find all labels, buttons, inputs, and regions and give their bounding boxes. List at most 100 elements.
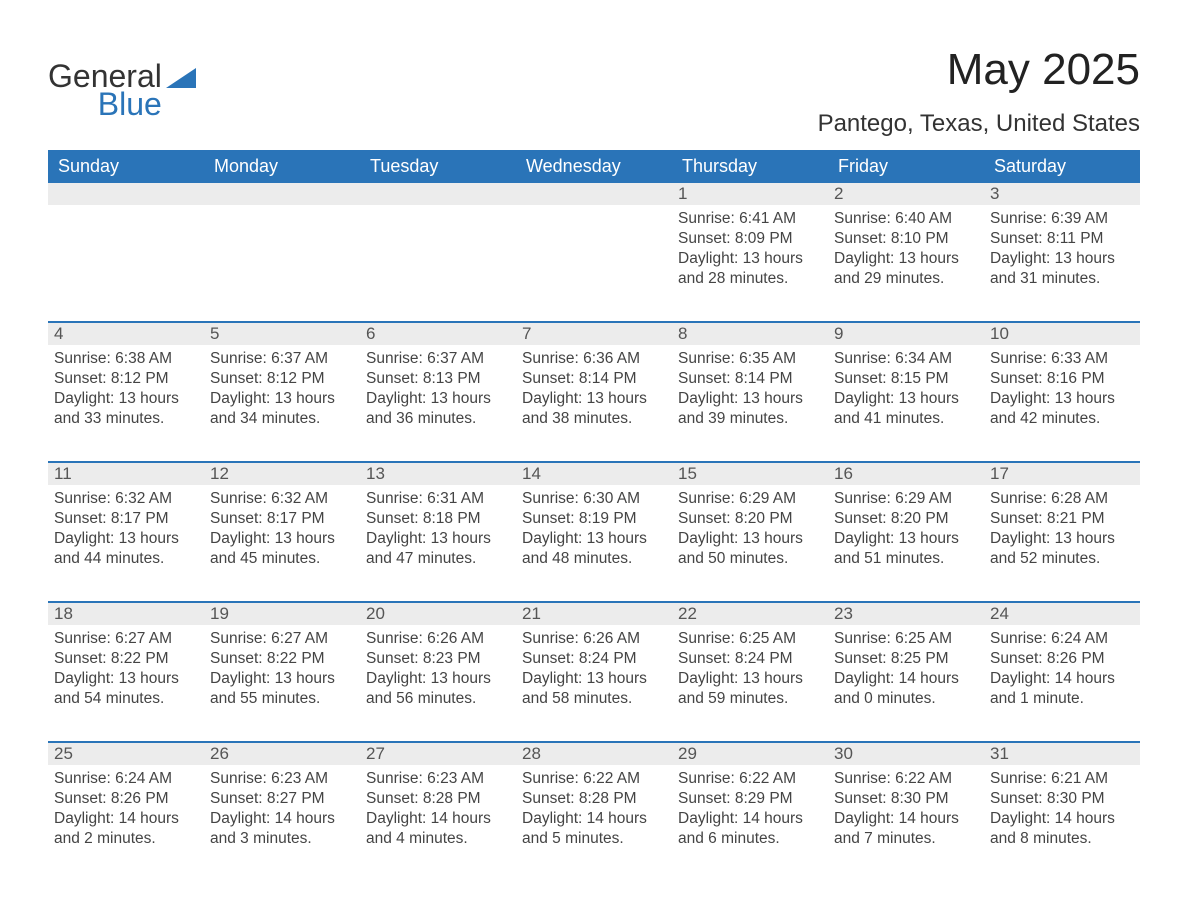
sunrise-text: Sunrise: 6:30 AM: [522, 489, 666, 509]
daylight-text: Daylight: 13 hours and 36 minutes.: [366, 389, 510, 429]
day-cell: 27Sunrise: 6:23 AMSunset: 8:28 PMDayligh…: [360, 743, 516, 863]
day-content: Sunrise: 6:25 AMSunset: 8:24 PMDaylight:…: [678, 629, 822, 710]
day-cell: 14Sunrise: 6:30 AMSunset: 8:19 PMDayligh…: [516, 463, 672, 583]
sunrise-text: Sunrise: 6:40 AM: [834, 209, 978, 229]
day-number: 22: [672, 603, 828, 625]
sunrise-text: Sunrise: 6:37 AM: [210, 349, 354, 369]
day-cell: 1Sunrise: 6:41 AMSunset: 8:09 PMDaylight…: [672, 183, 828, 303]
day-number: 30: [828, 743, 984, 765]
day-content: Sunrise: 6:32 AMSunset: 8:17 PMDaylight:…: [210, 489, 354, 570]
day-cell: 23 Sunrise: 6:25 AMSunset: 8:25 PMDayligh…: [828, 603, 984, 723]
day-number: 26: [204, 743, 360, 765]
week-row: 1Sunrise: 6:41 AMSunset: 8:09 PMDaylight…: [48, 183, 1140, 303]
weekday-header: Monday: [204, 150, 360, 183]
day-cell: 19Sunrise: 6:27 AMSunset: 8:22 PMDayligh…: [204, 603, 360, 723]
day-cell: 13Sunrise: 6:31 AMSunset: 8:18 PMDayligh…: [360, 463, 516, 583]
day-number: 25: [48, 743, 204, 765]
daylight-text: Daylight: 13 hours and 39 minutes.: [678, 389, 822, 429]
day-number: 28: [516, 743, 672, 765]
day-content: Sunrise: 6:31 AMSunset: 8:18 PMDaylight:…: [366, 489, 510, 570]
logo-triangle-icon: [166, 66, 196, 93]
day-content: Sunrise: 6:25 AMSunset: 8:25 PMDaylight:…: [834, 629, 978, 710]
day-content: Sunrise: 6:35 AMSunset: 8:14 PMDaylight:…: [678, 349, 822, 430]
day-cell: 8Sunrise: 6:35 AMSunset: 8:14 PMDaylight…: [672, 323, 828, 443]
daylight-text: Daylight: 13 hours and 51 minutes.: [834, 529, 978, 569]
weekday-header: Thursday: [672, 150, 828, 183]
day-number: 31: [984, 743, 1140, 765]
daylight-text: Daylight: 13 hours and 50 minutes.: [678, 529, 822, 569]
day-number: [516, 183, 672, 205]
month-title: May 2025: [818, 48, 1140, 92]
day-cell: 31 Sunrise: 6:21 AMSunset: 8:30 PMDayligh…: [984, 743, 1140, 863]
sunrise-text: Sunrise: 6:22 AM: [834, 769, 978, 789]
sunset-text: Sunset: 8:29 PM: [678, 789, 822, 809]
day-content: Sunrise: 6:22 AMSunset: 8:30 PMDaylight:…: [834, 769, 978, 850]
day-cell: 29 Sunrise: 6:22 AMSunset: 8:29 PMDayligh…: [672, 743, 828, 863]
daylight-text: Daylight: 14 hours and 4 minutes.: [366, 809, 510, 849]
day-cell: 10Sunrise: 6:33 AMSunset: 8:16 PMDayligh…: [984, 323, 1140, 443]
day-cell: 2Sunrise: 6:40 AMSunset: 8:10 PMDaylight…: [828, 183, 984, 303]
day-number: 16: [828, 463, 984, 485]
weeks-container: 1Sunrise: 6:41 AMSunset: 8:09 PMDaylight…: [48, 183, 1140, 863]
calendar: SundayMondayTuesdayWednesdayThursdayFrid…: [48, 150, 1140, 863]
day-content: Sunrise: 6:22 AMSunset: 8:29 PMDaylight:…: [678, 769, 822, 850]
day-cell: 11Sunrise: 6:32 AMSunset: 8:17 PMDayligh…: [48, 463, 204, 583]
day-number: 29: [672, 743, 828, 765]
day-content: Sunrise: 6:29 AMSunset: 8:20 PMDaylight:…: [678, 489, 822, 570]
day-content: Sunrise: 6:32 AMSunset: 8:17 PMDaylight:…: [54, 489, 198, 570]
day-number: 7: [516, 323, 672, 345]
sunrise-text: Sunrise: 6:39 AM: [990, 209, 1134, 229]
sunset-text: Sunset: 8:20 PM: [834, 509, 978, 529]
day-number: [204, 183, 360, 205]
location: Pantego, Texas, United States: [818, 110, 1140, 138]
sunrise-text: Sunrise: 6:21 AM: [990, 769, 1134, 789]
sunset-text: Sunset: 8:16 PM: [990, 369, 1134, 389]
sunset-text: Sunset: 8:24 PM: [678, 649, 822, 669]
day-number: 23: [828, 603, 984, 625]
day-number: 15: [672, 463, 828, 485]
weekday-header-row: SundayMondayTuesdayWednesdayThursdayFrid…: [48, 150, 1140, 183]
day-number: 6: [360, 323, 516, 345]
day-content: Sunrise: 6:24 AMSunset: 8:26 PMDaylight:…: [990, 629, 1134, 710]
day-content: Sunrise: 6:21 AMSunset: 8:30 PMDaylight:…: [990, 769, 1134, 850]
sunset-text: Sunset: 8:25 PM: [834, 649, 978, 669]
daylight-text: Daylight: 13 hours and 44 minutes.: [54, 529, 198, 569]
sunrise-text: Sunrise: 6:25 AM: [678, 629, 822, 649]
daylight-text: Daylight: 13 hours and 42 minutes.: [990, 389, 1134, 429]
daylight-text: Daylight: 13 hours and 59 minutes.: [678, 669, 822, 709]
daylight-text: Daylight: 14 hours and 3 minutes.: [210, 809, 354, 849]
sunset-text: Sunset: 8:20 PM: [678, 509, 822, 529]
sunrise-text: Sunrise: 6:28 AM: [990, 489, 1134, 509]
day-number: 24: [984, 603, 1140, 625]
sunrise-text: Sunrise: 6:32 AM: [210, 489, 354, 509]
sunset-text: Sunset: 8:26 PM: [54, 789, 198, 809]
sunrise-text: Sunrise: 6:37 AM: [366, 349, 510, 369]
sunrise-text: Sunrise: 6:29 AM: [678, 489, 822, 509]
day-content: Sunrise: 6:27 AMSunset: 8:22 PMDaylight:…: [54, 629, 198, 710]
sunset-text: Sunset: 8:30 PM: [990, 789, 1134, 809]
daylight-text: Daylight: 13 hours and 28 minutes.: [678, 249, 822, 289]
day-content: Sunrise: 6:36 AMSunset: 8:14 PMDaylight:…: [522, 349, 666, 430]
sunrise-text: Sunrise: 6:41 AM: [678, 209, 822, 229]
day-number: 2: [828, 183, 984, 205]
sunset-text: Sunset: 8:24 PM: [522, 649, 666, 669]
daylight-text: Daylight: 13 hours and 34 minutes.: [210, 389, 354, 429]
sunrise-text: Sunrise: 6:24 AM: [54, 769, 198, 789]
sunrise-text: Sunrise: 6:25 AM: [834, 629, 978, 649]
week-row: 18 Sunrise: 6:27 AMSunset: 8:22 PMDayligh…: [48, 601, 1140, 723]
day-number: 17: [984, 463, 1140, 485]
day-content: Sunrise: 6:27 AMSunset: 8:22 PMDaylight:…: [210, 629, 354, 710]
sunrise-text: Sunrise: 6:22 AM: [522, 769, 666, 789]
day-number: 18: [48, 603, 204, 625]
day-cell: 17 Sunrise: 6:28 AMSunset: 8:21 PMDayligh…: [984, 463, 1140, 583]
weekday-header: Tuesday: [360, 150, 516, 183]
week-row: 4Sunrise: 6:38 AMSunset: 8:12 PMDaylight…: [48, 321, 1140, 443]
day-content: Sunrise: 6:34 AMSunset: 8:15 PMDaylight:…: [834, 349, 978, 430]
sunrise-text: Sunrise: 6:36 AM: [522, 349, 666, 369]
day-content: Sunrise: 6:28 AMSunset: 8:21 PMDaylight:…: [990, 489, 1134, 570]
day-cell: 3Sunrise: 6:39 AMSunset: 8:11 PMDaylight…: [984, 183, 1140, 303]
sunset-text: Sunset: 8:14 PM: [522, 369, 666, 389]
sunrise-text: Sunrise: 6:38 AM: [54, 349, 198, 369]
day-cell: 22 Sunrise: 6:25 AMSunset: 8:24 PMDayligh…: [672, 603, 828, 723]
day-cell: 18 Sunrise: 6:27 AMSunset: 8:22 PMDayligh…: [48, 603, 204, 723]
